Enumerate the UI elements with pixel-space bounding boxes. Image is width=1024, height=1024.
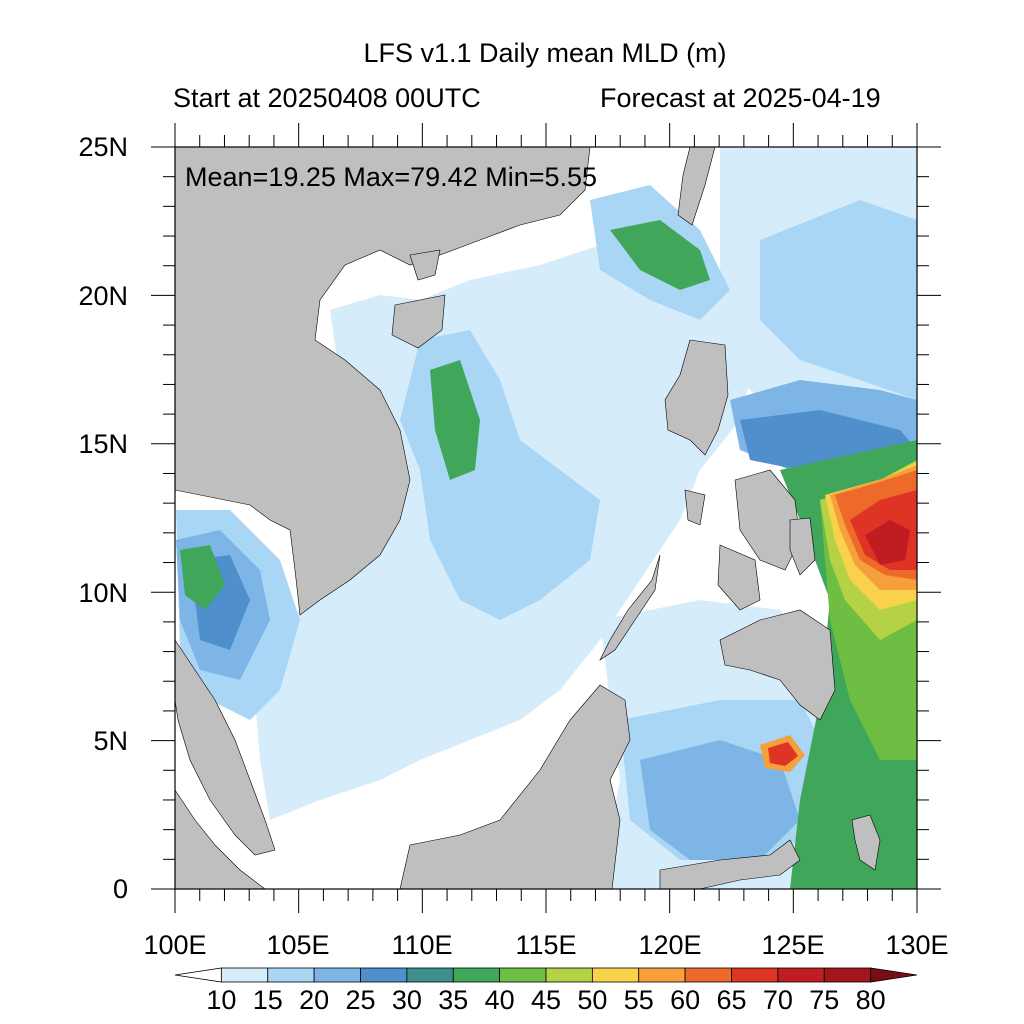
land-sumatra xyxy=(175,789,266,889)
land-luzon xyxy=(664,339,729,456)
land-halmahera xyxy=(851,814,881,871)
colorbar-label: 25 xyxy=(345,985,376,1015)
colorbar-box xyxy=(545,967,593,983)
lon-label-125e: 125E xyxy=(761,930,825,960)
forecast-date-label: Forecast at 2025-04-19 xyxy=(600,83,881,113)
lon-label-120e: 120E xyxy=(638,930,702,960)
colorbar-label: 70 xyxy=(762,985,793,1015)
mld-hotspot-5n-core xyxy=(768,742,798,766)
land-sulawesi-north xyxy=(659,839,801,889)
mld-contour-40b xyxy=(430,360,480,480)
colorbar-box xyxy=(684,967,732,983)
land-leizhou xyxy=(409,249,441,281)
colorbar-label: 75 xyxy=(809,985,840,1015)
colorbar-label: 30 xyxy=(391,985,422,1015)
field-statistics: Mean=19.25 Max=79.42 Min=5.55 xyxy=(185,162,598,192)
mld-contour-40d xyxy=(180,545,225,610)
lon-label-105e: 105E xyxy=(266,930,330,960)
colorbar-label: 65 xyxy=(716,985,747,1015)
land-mindoro xyxy=(684,489,706,526)
land-mindanao xyxy=(719,609,836,721)
land-panay-negros xyxy=(717,544,761,611)
colorbar-box xyxy=(452,967,501,983)
lon-label-110e: 110E xyxy=(391,930,453,960)
colorbar-label: 60 xyxy=(670,985,701,1015)
colorbar-box xyxy=(220,967,269,983)
lat-label-0: 0 xyxy=(112,874,128,904)
land-palawan xyxy=(599,554,661,661)
mld-contour-75 xyxy=(865,520,910,565)
lat-label-10n: 10N xyxy=(78,578,128,608)
start-time-label: Start at 20250408 00UTC xyxy=(173,83,481,113)
colorbar-label: 10 xyxy=(206,985,237,1015)
lat-label-15n: 15N xyxy=(78,429,128,459)
lon-label-130e: 130E xyxy=(885,930,949,960)
colorbar-label: 55 xyxy=(623,985,654,1015)
colorbar-box xyxy=(267,967,315,983)
colorbar-label: 35 xyxy=(438,985,469,1015)
colorbar-label: 50 xyxy=(577,985,608,1015)
mld-contour-40c xyxy=(610,220,710,290)
colorbar-label: 15 xyxy=(252,985,283,1015)
lat-label-20n: 20N xyxy=(78,281,128,311)
land-borneo xyxy=(399,684,631,889)
land-mainland-asia xyxy=(175,147,591,616)
land-malay-peninsula xyxy=(175,639,276,856)
lat-label-5n: 5N xyxy=(93,726,128,756)
colorbar-box xyxy=(406,967,454,983)
mld-contour-20e xyxy=(760,200,917,400)
colorbar-box xyxy=(731,967,779,983)
colorbar-box xyxy=(499,967,547,983)
colorbar-label: 20 xyxy=(299,985,330,1015)
land-hainan xyxy=(391,294,446,349)
land-taiwan xyxy=(677,147,716,226)
lon-label-115e: 115E xyxy=(515,930,577,960)
colorbar xyxy=(174,967,918,983)
colorbar-lower-triangle xyxy=(174,967,222,983)
lon-label-100e: 100E xyxy=(143,930,207,960)
colorbar-box xyxy=(638,967,686,983)
map-title: LFS v1.1 Daily mean MLD (m) xyxy=(363,38,727,68)
land xyxy=(175,147,881,889)
map-field xyxy=(175,147,917,889)
colorbar-box xyxy=(313,967,361,983)
axis-ticks xyxy=(151,123,941,913)
colorbar-upper-triangle xyxy=(870,967,918,983)
colorbar-label: 80 xyxy=(855,985,886,1015)
colorbar-box xyxy=(591,967,640,983)
mld-contour-25c xyxy=(640,740,800,860)
colorbar-label: 45 xyxy=(530,985,562,1015)
colorbar-box xyxy=(823,967,872,983)
colorbar-box xyxy=(777,967,825,983)
land-samar-leyte xyxy=(789,517,816,576)
colorbar-box xyxy=(360,967,408,983)
colorbar-label: 40 xyxy=(484,985,515,1015)
lat-label-25n: 25N xyxy=(78,132,128,162)
